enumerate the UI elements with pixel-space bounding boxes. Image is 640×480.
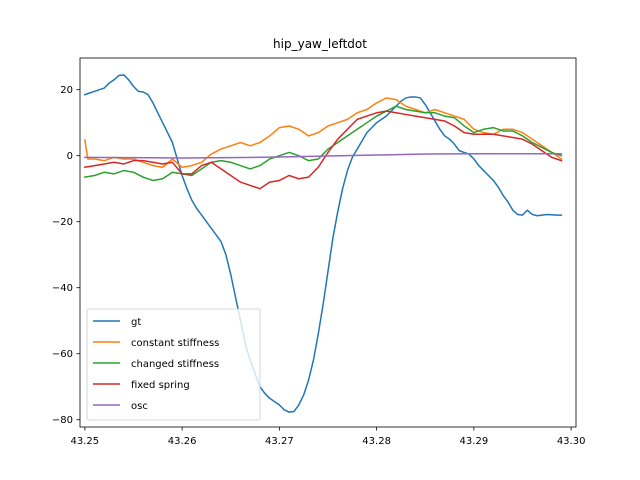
x-tick-label: 43.28: [362, 436, 391, 447]
series-line-changed-stiffness: [83, 105, 563, 182]
legend-frame: [86, 308, 261, 421]
y-tick-label: −80: [52, 415, 73, 426]
x-tick-label: 43.26: [168, 436, 197, 447]
series-layer: [83, 74, 563, 413]
y-tick-label: −20: [52, 217, 73, 228]
series-line-fixed-spring: [83, 110, 563, 190]
y-tick-label: 20: [60, 85, 73, 96]
x-tick-label: 43.25: [71, 436, 100, 447]
plot-frame: [79, 57, 577, 428]
y-axis: 20 0 −20 −40 −60 −80: [52, 85, 80, 426]
x-axis: 43.25 43.26 43.27 43.28 43.29 43.30: [71, 427, 586, 447]
x-tick-label: 43.29: [460, 436, 489, 447]
y-tick-label: 0: [67, 151, 73, 162]
legend: gt constant stiffness changed stiffness fix…: [86, 308, 261, 421]
legend-label: fixed spring: [131, 380, 190, 391]
chart-title: hip_yaw_leftdot: [273, 37, 367, 51]
plot-area: [79, 57, 577, 428]
x-tick-label: 43.30: [557, 436, 586, 447]
x-tick-label: 43.27: [265, 436, 294, 447]
legend-label: constant stiffness: [131, 338, 219, 349]
y-tick-label: −40: [52, 283, 73, 294]
legend-label: gt: [131, 317, 141, 328]
series-line-constant-stiffness: [84, 97, 563, 168]
y-tick-label: −60: [52, 349, 73, 360]
series-line-gt: [83, 74, 563, 413]
series-line-osc: [84, 152, 563, 159]
legend-label: osc: [131, 401, 148, 412]
legend-label: changed stiffness: [131, 359, 219, 370]
